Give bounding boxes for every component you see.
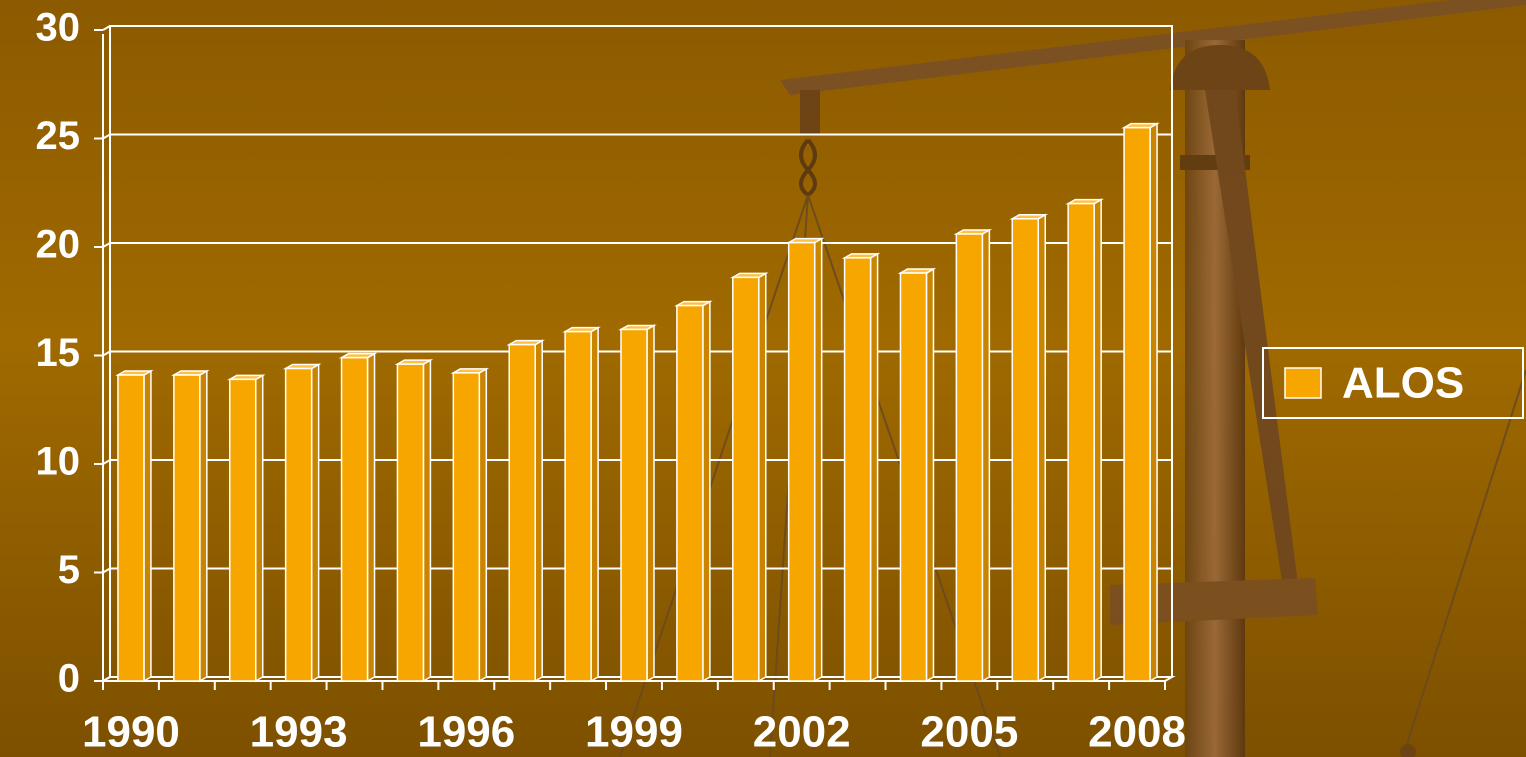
legend-label: ALOS (1342, 359, 1464, 408)
bar-side (590, 326, 599, 683)
bar-front (787, 241, 816, 682)
bar-front (1067, 202, 1095, 682)
bar-front (676, 304, 704, 682)
bar-front (564, 330, 592, 682)
bar-front (228, 378, 257, 682)
bar (394, 358, 434, 683)
bar-front (508, 343, 536, 682)
bar-front (620, 328, 648, 682)
bar-side (925, 267, 935, 683)
grid-line-side (102, 133, 111, 140)
bar (171, 369, 210, 683)
bar-side (143, 369, 152, 683)
x-tick-label: 1993 (250, 708, 348, 757)
y-tick-label: 20 (36, 223, 81, 267)
bar-side (758, 272, 767, 683)
grid-line-side (102, 676, 111, 682)
bar (506, 339, 546, 683)
bar (897, 267, 937, 683)
bar-side (1149, 122, 1158, 683)
bar-front (452, 372, 481, 682)
bar-front (1011, 218, 1040, 682)
bar-front (1123, 126, 1151, 682)
legend-box (1262, 347, 1524, 419)
bar-side (422, 358, 432, 683)
grid-line-side (102, 242, 111, 248)
y-tick-label: 10 (36, 440, 81, 484)
bar (1121, 122, 1160, 683)
x-tick-label: 2008 (1088, 708, 1186, 757)
y-tick-label: 5 (58, 548, 80, 592)
x-tick-label: 1999 (585, 708, 683, 757)
bar (841, 252, 881, 683)
bar-side (478, 367, 488, 683)
bar-side (981, 228, 991, 683)
y-tick-label: 25 (36, 114, 81, 158)
bar (338, 352, 378, 683)
bar-front (899, 272, 928, 682)
bar-front (843, 257, 872, 682)
bar-side (254, 374, 264, 683)
x-tick-label: 2002 (753, 708, 851, 757)
bar-side (646, 324, 655, 683)
bar-front (117, 374, 145, 682)
bar-front (173, 374, 201, 682)
bar (953, 228, 993, 683)
bar (618, 324, 657, 683)
bar-side (869, 252, 879, 683)
bar-side (1093, 198, 1102, 683)
bar (562, 326, 601, 683)
grid-line-side (102, 350, 111, 357)
grid-line-side (102, 459, 111, 465)
scale-decoration (619, 0, 1526, 757)
x-tick-label: 1996 (417, 708, 515, 757)
bar-side (702, 300, 711, 683)
grid-line-side (102, 567, 111, 574)
bar-front (340, 356, 369, 682)
bar (1009, 213, 1049, 683)
bar (785, 237, 825, 683)
legend-swatch (1284, 367, 1322, 399)
bar (226, 374, 266, 683)
x-tick-label: 1990 (82, 708, 180, 757)
y-tick-label: 0 (58, 657, 80, 701)
bar (115, 369, 154, 683)
x-tick-label: 2005 (920, 708, 1018, 757)
y-tick-label: 15 (36, 331, 81, 375)
y-tick-label: 30 (36, 6, 81, 50)
bar-front (955, 233, 984, 682)
bar-side (310, 363, 320, 683)
grid-line-side (102, 25, 111, 31)
bar-front (284, 367, 313, 682)
bar (450, 367, 490, 683)
bar (674, 300, 713, 683)
bar-front (732, 276, 760, 682)
bar-side (199, 369, 208, 683)
bar-side (1037, 213, 1047, 683)
bar-side (813, 237, 823, 683)
bar (282, 363, 322, 683)
bar-side (534, 339, 543, 683)
bar (1065, 198, 1104, 683)
bar-side (366, 352, 376, 683)
bar (729, 272, 769, 683)
bar-front (396, 363, 425, 682)
